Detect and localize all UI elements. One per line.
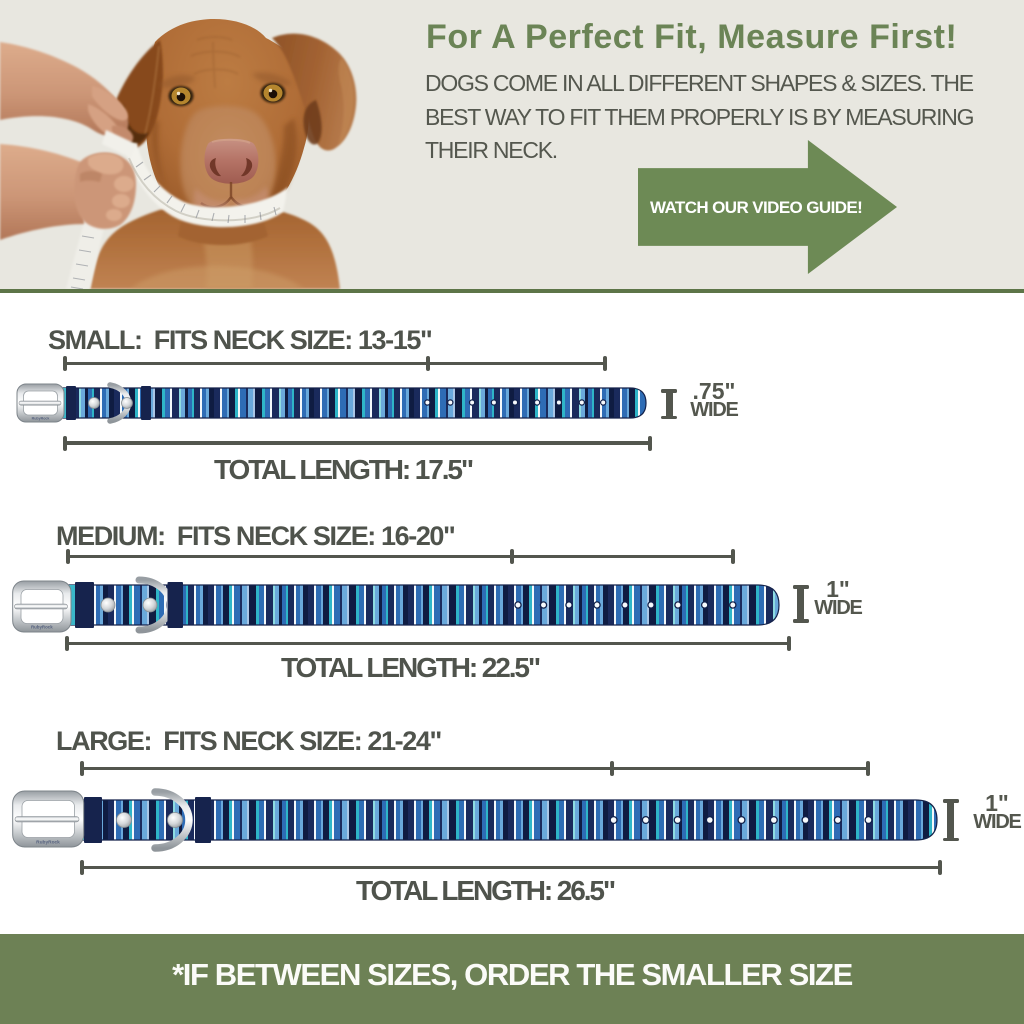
svg-text:RubyRock: RubyRock bbox=[36, 840, 60, 846]
svg-text:RubyRock: RubyRock bbox=[32, 417, 50, 421]
svg-text:RubyRock: RubyRock bbox=[31, 625, 53, 630]
